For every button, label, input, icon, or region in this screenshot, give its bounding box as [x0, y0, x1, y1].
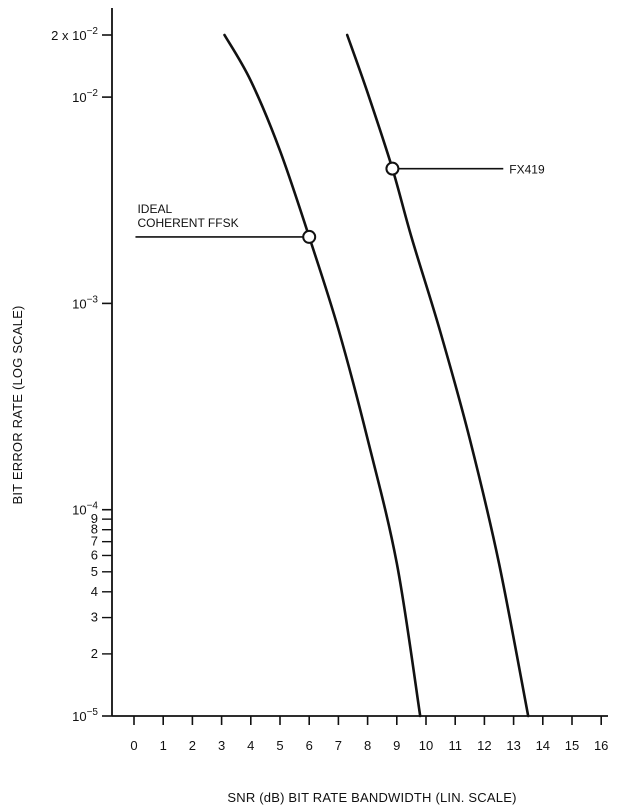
series-layer	[223, 33, 530, 718]
y-major-tick-label: 10−5	[72, 707, 98, 724]
y-minor-tick-label: 9	[91, 511, 98, 526]
x-axis-title: SNR (dB) BIT RATE BANDWIDTH (LIN. SCALE)	[227, 790, 516, 805]
y-minor-tick-label: 3	[91, 610, 98, 625]
x-tick-label: 4	[247, 738, 254, 753]
x-axis: 0 1 2 3 4 5 6 7 8 9 10 11 12 13 14 15 16	[112, 715, 608, 753]
y-major-tick-label: 10−4	[72, 501, 98, 518]
y-minor-tick-label: 7	[91, 534, 98, 549]
annotation-label: COHERENT FFSK	[137, 216, 238, 230]
x-tick-label: 11	[448, 738, 462, 753]
x-tick-label: 14	[536, 738, 550, 753]
x-tick-label: 6	[306, 738, 313, 753]
x-tick-label: 0	[130, 738, 137, 753]
annotation-label: FX419	[509, 163, 545, 177]
x-tick-label: 1	[160, 738, 167, 753]
y-minor-tick-label: 4	[91, 584, 98, 599]
y-minor-tick-label: 2	[91, 646, 98, 661]
annotation-marker-1	[385, 161, 400, 176]
x-tick-label: 9	[393, 738, 400, 753]
y-minor-tick-label: 8	[91, 522, 98, 537]
series-line-0	[223, 33, 422, 718]
x-tick-label: 10	[419, 738, 433, 753]
x-tick-label: 13	[506, 738, 520, 753]
x-tick-label: 5	[276, 738, 283, 753]
x-tick-label: 12	[477, 738, 491, 753]
y-axis-title: BIT ERROR RATE (LOG SCALE)	[10, 305, 25, 504]
y-minor-tick-label: 5	[91, 564, 98, 579]
x-tick-label: 15	[565, 738, 579, 753]
series-line-1	[345, 33, 530, 718]
y-major-tick-label: 10−2	[72, 88, 98, 105]
y-major-tick-label: 2 x 10−2	[51, 26, 98, 43]
y-minor-tick-label: 6	[91, 547, 98, 562]
x-tick-label: 3	[218, 738, 225, 753]
x-tick-label: 7	[335, 738, 342, 753]
x-tick-label: 2	[189, 738, 196, 753]
x-tick-label: 16	[594, 738, 608, 753]
annotation-marker-0	[302, 229, 317, 244]
y-major-tick-label: 10−3	[72, 294, 98, 311]
annotation-label: IDEAL	[137, 202, 172, 216]
x-tick-label: 8	[364, 738, 371, 753]
